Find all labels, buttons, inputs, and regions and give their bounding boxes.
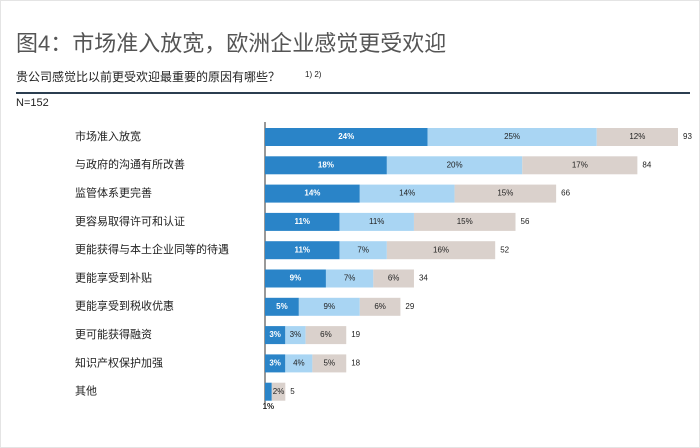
value-label: 15% [457, 217, 473, 226]
category-label: 更能获得与本土企业同等的待遇 [75, 242, 229, 256]
total-label: 84 [642, 160, 651, 169]
value-label: 12% [629, 132, 645, 141]
value-label: 4% [293, 359, 305, 368]
value-label: 6% [388, 274, 400, 283]
category-label: 监管体系更完善 [75, 186, 152, 200]
bar-segment [285, 326, 306, 345]
bar-segment [325, 269, 374, 288]
value-label: 5% [324, 359, 336, 368]
bar-segment [265, 354, 286, 373]
bar-segment [312, 354, 347, 373]
value-label: 6% [374, 302, 386, 311]
value-label: 14% [304, 189, 320, 198]
value-label: 18% [318, 160, 334, 169]
value-label: 17% [572, 160, 588, 169]
bar-segment [373, 269, 414, 288]
value-label: 25% [504, 132, 520, 141]
value-label: 5% [276, 302, 288, 311]
value-label: 11% [294, 217, 310, 226]
bar-segment [265, 128, 428, 146]
bar-segment [265, 297, 299, 316]
bar-segment [359, 184, 455, 203]
bar-segment [522, 156, 638, 175]
category-label: 其他 [75, 385, 97, 398]
total-label: 5 [290, 387, 295, 396]
value-label: 9% [324, 302, 336, 311]
value-label: 11% [294, 245, 310, 254]
bar-segment [413, 212, 516, 231]
sample-note: N=152 [16, 97, 49, 109]
bar-segment [265, 382, 272, 401]
value-label: 16% [433, 245, 449, 254]
subtitle-note: 1) 2) [305, 70, 322, 79]
bar-segment [454, 184, 557, 203]
value-label: 11% [369, 217, 384, 226]
value-label: 3% [269, 330, 281, 339]
bar-segment [271, 382, 286, 401]
bar-segment [339, 212, 414, 231]
category-label: 与政府的沟通有所改善 [75, 157, 185, 171]
bar-segment [265, 184, 360, 203]
value-label: 15% [497, 189, 513, 198]
value-label: 2% [273, 387, 285, 396]
value-label: 1% [263, 402, 275, 411]
value-label: 9% [290, 274, 302, 283]
bar-segment [265, 326, 286, 345]
bar-segment [305, 326, 347, 345]
value-label: 6% [320, 330, 332, 339]
value-label: 14% [399, 189, 415, 198]
bar-segment [427, 128, 597, 146]
total-label: 34 [419, 274, 428, 283]
bar-segment [265, 212, 340, 231]
bar-segment [386, 156, 523, 175]
bar-segment [339, 241, 387, 260]
bar-segment [596, 128, 678, 146]
category-label: 市场准入放宽 [75, 129, 141, 143]
value-label: 3% [290, 330, 302, 339]
total-label: 19 [351, 330, 360, 339]
chart-title: 图4：市场准入放宽，欧洲企业感觉更受欢迎 [16, 31, 446, 56]
bar-segment [298, 297, 360, 316]
category-label: 更能享受到补贴 [75, 270, 152, 284]
category-label: 更容易取得许可和认证 [75, 214, 185, 228]
bar-segment [386, 241, 496, 260]
category-label: 知识产权保护加强 [75, 355, 163, 369]
value-label: 24% [338, 132, 354, 141]
total-label: 29 [405, 302, 414, 311]
bar-segment [285, 354, 313, 373]
total-label: 66 [561, 189, 570, 198]
category-label: 更可能获得融资 [75, 327, 152, 341]
total-label: 56 [521, 217, 530, 226]
total-label: 18 [351, 359, 360, 368]
value-label: 3% [269, 359, 281, 368]
bar-segment [265, 269, 326, 288]
total-label: 52 [500, 245, 509, 254]
bar-segment [265, 156, 387, 175]
value-label: 7% [357, 245, 369, 254]
bar-segment [359, 297, 401, 316]
chart-subtitle: 贵公司感觉比以前更受欢迎最重要的原因有哪些？ [16, 69, 280, 84]
value-label: 20% [447, 160, 463, 169]
bar-segment [265, 241, 340, 260]
category-label: 更能享受到税收优惠 [75, 299, 174, 313]
total-label: 93 [683, 132, 692, 141]
value-label: 7% [344, 274, 356, 283]
